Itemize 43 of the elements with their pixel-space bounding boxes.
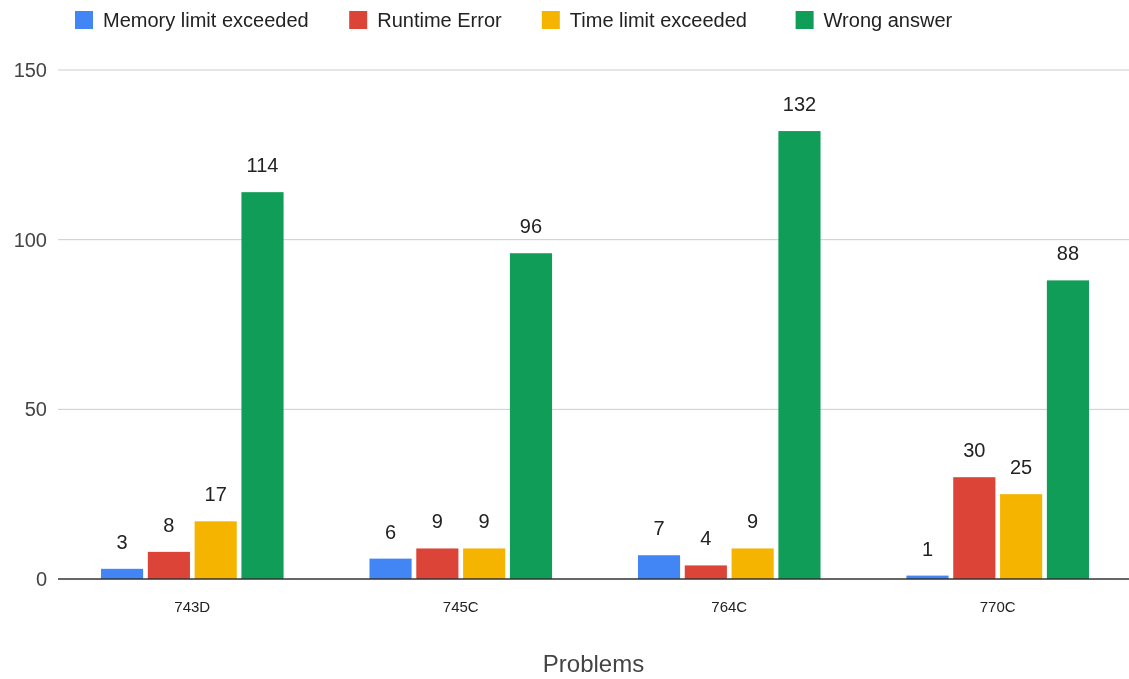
data-label: 4 — [700, 527, 712, 550]
bar — [147, 551, 190, 579]
data-label: 9 — [747, 510, 759, 533]
data-label: 25 — [1010, 456, 1033, 479]
x-tick-label: 743D — [174, 598, 211, 615]
bar — [369, 558, 412, 579]
bar — [416, 548, 459, 579]
bar — [241, 192, 284, 579]
data-label: 7 — [653, 517, 665, 540]
data-label: 88 — [1056, 242, 1080, 265]
bar — [1000, 494, 1043, 579]
data-label: 9 — [431, 510, 443, 533]
bar — [953, 477, 996, 579]
bar — [684, 565, 727, 579]
data-label: 96 — [519, 215, 543, 238]
data-label: 114 — [246, 154, 279, 177]
x-axis-title: Problems — [542, 650, 645, 677]
bar — [778, 131, 821, 579]
bar — [731, 548, 774, 579]
data-label: 3 — [116, 530, 128, 553]
bar — [509, 253, 553, 579]
x-tick-label: 770C — [979, 598, 1016, 615]
bar — [637, 555, 681, 579]
data-label: 132 — [782, 93, 817, 116]
bar — [194, 521, 237, 579]
data-label: 6 — [384, 520, 397, 543]
y-tick-label: 150 — [13, 59, 47, 81]
legend-label: Runtime Error — [377, 9, 503, 31]
data-label: 8 — [163, 513, 175, 536]
x-tick-label: 764C — [711, 598, 748, 615]
data-label: 9 — [478, 510, 490, 533]
bar — [463, 548, 506, 579]
y-tick-label: 50 — [24, 398, 47, 421]
data-label: 1 — [921, 537, 934, 560]
legend-label: Wrong answer — [823, 9, 953, 31]
y-tick-label: 100 — [13, 228, 47, 251]
data-label: 17 — [204, 483, 227, 506]
legend-label: Memory limit exceeded — [103, 9, 309, 31]
x-tick-label: 745C — [442, 598, 479, 615]
data-label: 30 — [963, 439, 986, 462]
legend-label: Time limit exceeded — [569, 9, 747, 31]
bar — [1046, 280, 1089, 579]
y-tick-label: 0 — [35, 568, 47, 590]
